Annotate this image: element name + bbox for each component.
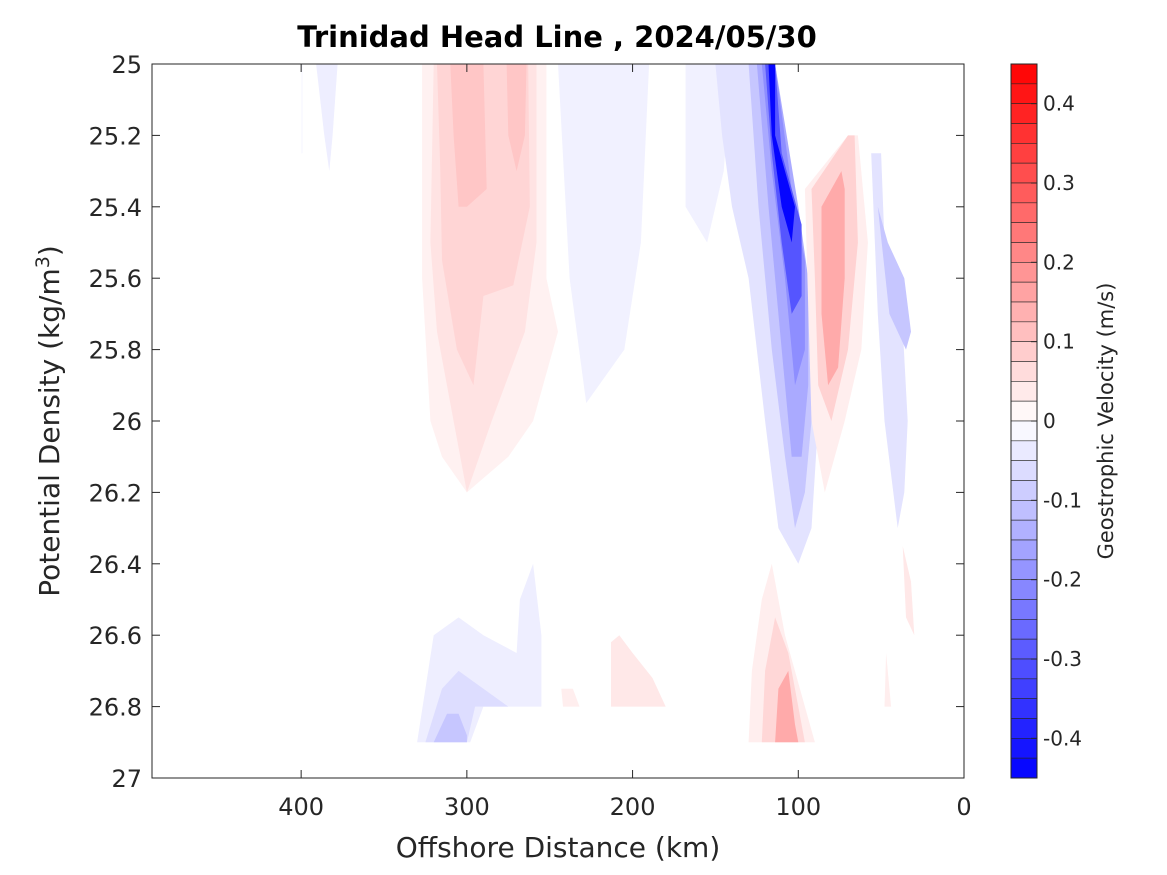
colorbar-level (1010, 519, 1038, 541)
contour-deep-near-core (775, 670, 799, 743)
colorbar-level (1010, 559, 1038, 580)
colorbar-level (1010, 242, 1038, 263)
y-axis-label-sup: 3 (32, 256, 54, 268)
colorbar-level (1010, 619, 1038, 640)
colorbar-level (1010, 718, 1038, 739)
colorbar-level (1010, 757, 1038, 779)
y-tick-label: 27 (111, 765, 142, 793)
colorbar-level (1010, 381, 1038, 402)
velocity-contours (301, 64, 915, 743)
contour-near-pos-core (821, 171, 845, 386)
colorbar-level (1010, 63, 1038, 85)
colorbar: 0.4 0.3 0.2 0.1 0 -0.1 -0.2 -0.3 -0.4 (1010, 63, 1082, 779)
contour-deep-pos-a (561, 688, 580, 707)
colorbar-level (1010, 420, 1038, 442)
x-axis-ticks: 400 300 200 100 0 (278, 64, 972, 821)
colorbar-level (1010, 301, 1038, 323)
colorbar-level (1010, 539, 1038, 561)
y-axis-label-main: Potential Density (kg/m (33, 268, 66, 597)
x-tick-label: 400 (278, 793, 324, 821)
colorbar-tick-label: 0.2 (1043, 250, 1075, 274)
colorbar-level (1010, 460, 1038, 481)
colorbar-level (1010, 599, 1038, 620)
colorbar-level (1010, 281, 1038, 303)
y-tick-label: 26.8 (89, 694, 142, 722)
contour-deep-neg-core (433, 713, 467, 743)
colorbar-level (1010, 698, 1038, 719)
x-tick-label: 200 (610, 793, 656, 821)
x-tick-label: 100 (775, 793, 821, 821)
y-tick-label: 25.6 (89, 265, 142, 293)
contour-deep-pos-b (611, 635, 666, 707)
colorbar-level (1010, 162, 1038, 184)
y-tick-label: 25.8 (89, 337, 142, 365)
colorbar-level (1010, 658, 1038, 680)
colorbar-label: Geostrophic Velocity (m/s) (1094, 283, 1118, 560)
contour-neg-band (558, 64, 650, 404)
colorbar-level (1010, 400, 1038, 422)
colorbar-level (1010, 83, 1038, 104)
contour-lobe-400km (301, 64, 303, 154)
y-axis-label: Potential Density (kg/m3) (32, 245, 66, 597)
colorbar-level (1010, 500, 1038, 521)
chart-title: Trinidad Head Line , 2024/05/30 (297, 20, 817, 54)
colorbar-level (1010, 480, 1038, 501)
y-tick-label: 26.6 (89, 622, 142, 650)
colorbar-tick-label: 0 (1043, 409, 1056, 433)
colorbar-level (1010, 262, 1038, 283)
colorbar-tick-label: -0.1 (1043, 488, 1082, 512)
contour-deep-near-mid (761, 617, 805, 743)
colorbar-level (1010, 638, 1038, 660)
colorbar-tick-label: 0.1 (1043, 330, 1075, 354)
x-tick-label: 300 (444, 793, 490, 821)
colorbar-level (1010, 341, 1038, 362)
y-tick-label: 25.4 (89, 194, 142, 222)
x-axis-label: Offshore Distance (km) (396, 831, 721, 864)
colorbar-tick-label: -0.4 (1043, 726, 1082, 750)
colorbar-level (1010, 182, 1038, 204)
colorbar-tick-label: 0.4 (1043, 92, 1075, 116)
colorbar-level (1010, 103, 1038, 124)
colorbar-level (1010, 143, 1038, 164)
contour-pos-core-b (506, 64, 527, 172)
contour-coast-deep-pos (902, 546, 915, 636)
contour-coast-neg (871, 153, 908, 529)
colorbar-level (1010, 222, 1038, 243)
y-tick-label: 26 (111, 408, 142, 436)
colorbar-level (1010, 738, 1038, 759)
colorbar-level (1010, 361, 1038, 382)
colorbar-tick-label: -0.3 (1043, 647, 1082, 671)
colorbar-level (1010, 123, 1038, 144)
x-tick-label: 0 (956, 793, 971, 821)
contour-jet-core (768, 64, 795, 243)
contour-lobe-380km (316, 64, 338, 172)
y-axis-ticks: 25 25.2 25.4 25.6 25.8 26 26.2 26.4 26.6 26.8 27 (89, 51, 964, 793)
y-tick-label: 26.2 (89, 479, 142, 507)
colorbar-tick-label: 0.3 (1043, 171, 1075, 195)
y-tick-label: 26.4 (89, 551, 142, 579)
colorbar-level (1010, 202, 1038, 223)
colorbar-level (1010, 440, 1038, 461)
y-axis-label-close: ) (33, 245, 66, 256)
y-tick-label: 25 (111, 51, 142, 79)
contour-coast-neg-core (877, 206, 911, 350)
colorbar-tick-label: -0.2 (1043, 568, 1082, 592)
contour-coast-deep-pos-b (884, 653, 892, 707)
y-tick-label: 25.2 (89, 122, 142, 150)
colorbar-level (1010, 678, 1038, 699)
colorbar-level (1010, 321, 1038, 342)
contour-pos-core-a (450, 64, 487, 207)
colorbar-level (1010, 579, 1038, 600)
